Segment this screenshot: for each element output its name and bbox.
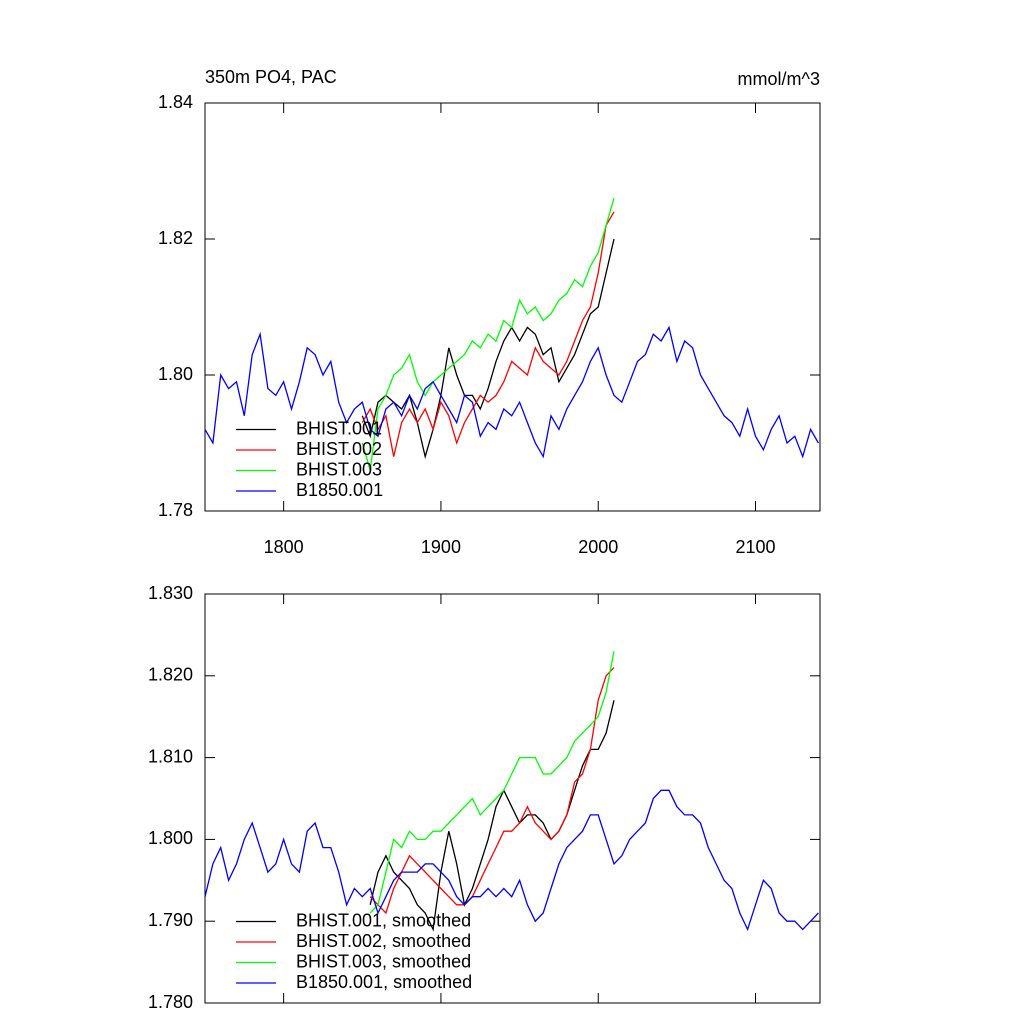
y-tick-label: 1.80: [158, 364, 193, 384]
legend-label: BHIST.003, smoothed: [296, 951, 471, 971]
legend-label: BHIST.001, smoothed: [296, 910, 471, 930]
x-tick-label: 1900: [421, 537, 461, 557]
legend-label: BHIST.002, smoothed: [296, 931, 471, 951]
y-tick-label: 1.780: [148, 992, 193, 1012]
chart-title: 350m PO4, PAC: [205, 67, 337, 87]
legend-label: BHIST.001: [296, 418, 382, 438]
data-line: [204, 325, 819, 459]
y-tick-label: 1.800: [148, 828, 193, 848]
legend-label: B1850.001: [296, 480, 383, 500]
legend-label: BHIST.002: [296, 439, 382, 459]
data-line: [369, 700, 615, 932]
legend-label: B1850.001, smoothed: [296, 972, 472, 992]
plot-frame: [204, 593, 821, 1004]
plot-frame: [204, 102, 821, 512]
x-tick-label: 1800: [264, 537, 304, 557]
y-tick-label: 1.84: [158, 92, 193, 112]
x-tick-label: 2000: [578, 537, 618, 557]
units-label: mmol/m^3: [738, 69, 820, 89]
data-line: [369, 651, 615, 914]
legend-label: BHIST.003: [296, 459, 382, 479]
y-tick-label: 1.810: [148, 746, 193, 766]
data-line: [204, 789, 819, 932]
y-tick-label: 1.82: [158, 228, 193, 248]
data-line: [361, 211, 615, 457]
y-tick-label: 1.830: [148, 583, 193, 603]
y-tick-label: 1.820: [148, 665, 193, 685]
data-line: [361, 238, 615, 460]
y-tick-label: 1.790: [148, 910, 193, 930]
data-line: [369, 667, 615, 915]
data-line: [361, 198, 615, 471]
y-tick-label: 1.78: [158, 500, 193, 520]
x-tick-label: 2100: [735, 537, 775, 557]
